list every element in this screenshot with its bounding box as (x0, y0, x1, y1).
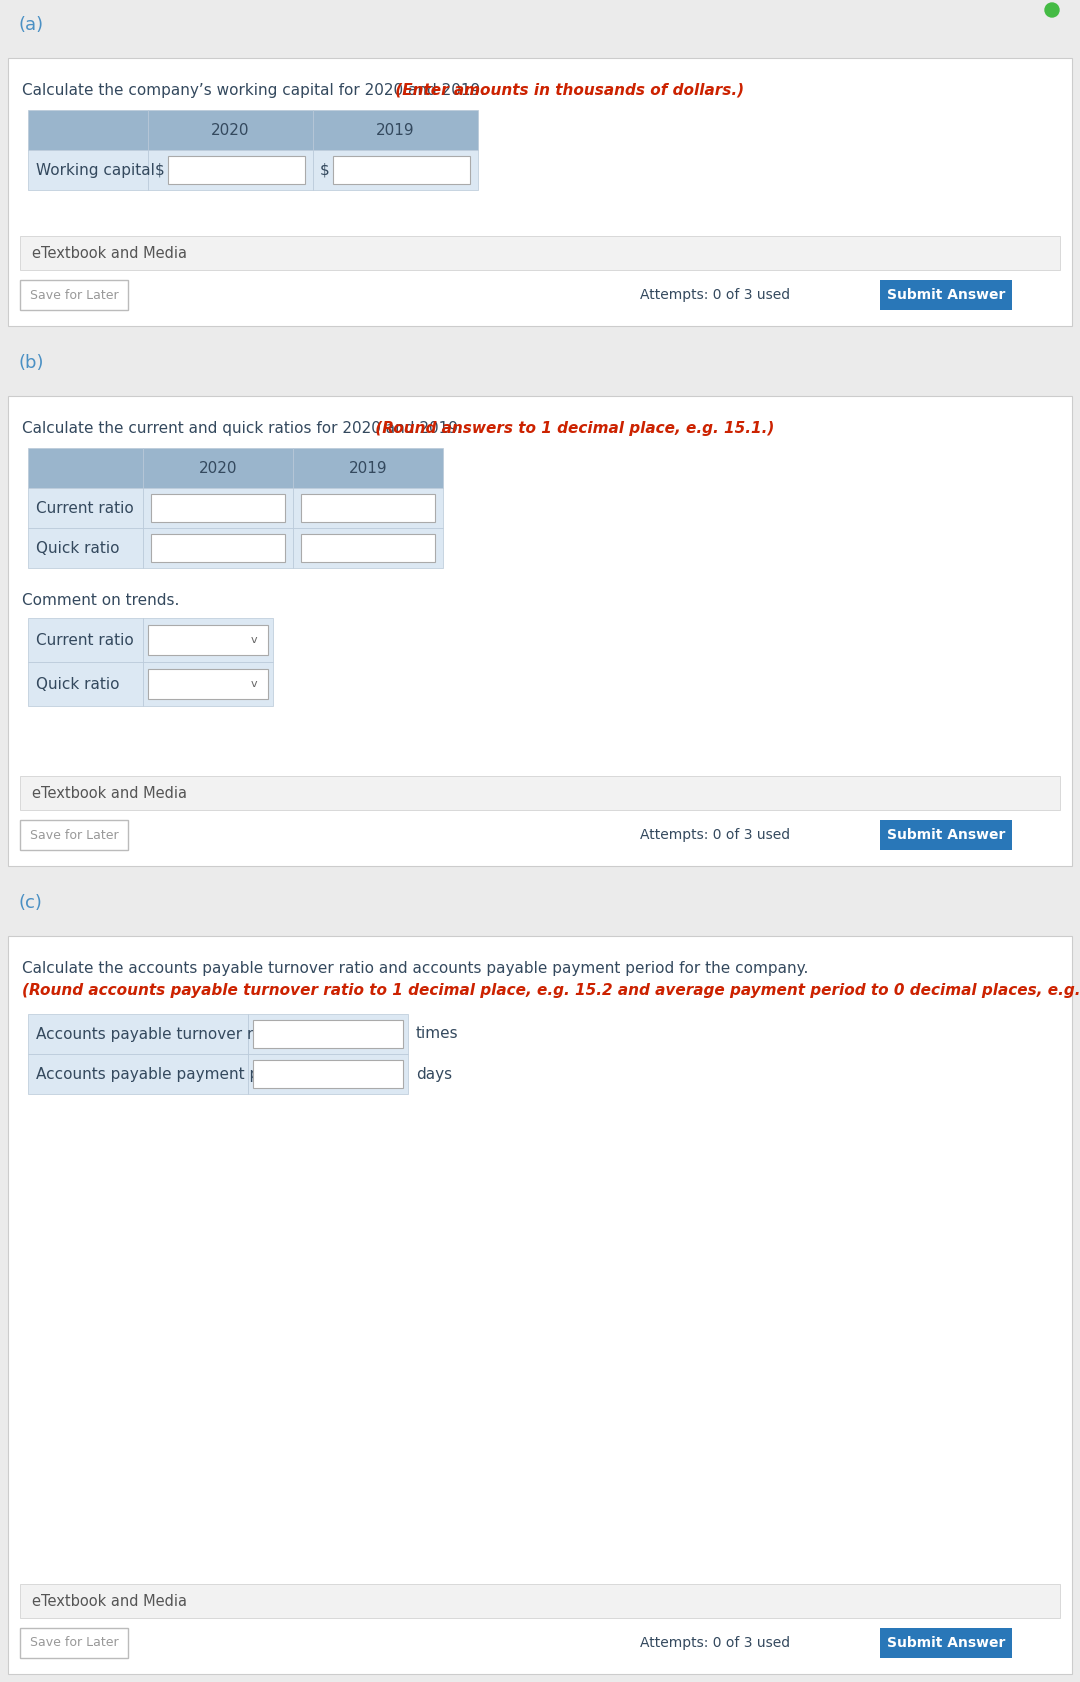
Bar (313, 109, 478, 150)
Text: Accounts payable turnover ratio: Accounts payable turnover ratio (36, 1026, 282, 1041)
Bar (143, 447, 293, 488)
Text: Attempts: 0 of 3 used: Attempts: 0 of 3 used (640, 828, 791, 843)
Text: (Enter amounts in thousands of dollars.): (Enter amounts in thousands of dollars.) (390, 82, 744, 98)
Bar (8, 935, 1072, 1674)
Bar (28, 447, 143, 488)
Bar (28, 109, 148, 150)
Text: (c): (c) (18, 895, 42, 912)
Bar (8, 57, 1072, 326)
Circle shape (1045, 3, 1059, 17)
Text: (Round accounts payable turnover ratio to 1 decimal place, e.g. 15.2 and average: (Round accounts payable turnover ratio t… (22, 982, 1080, 997)
Bar (293, 447, 443, 488)
Bar (333, 156, 470, 183)
Text: Quick ratio: Quick ratio (36, 540, 120, 555)
Bar (28, 150, 148, 190)
Bar (21, 775, 1059, 811)
Bar (143, 663, 273, 706)
Bar (21, 1628, 129, 1658)
Text: Comment on trends.: Comment on trends. (22, 592, 179, 607)
Bar (253, 1019, 403, 1048)
Text: (b): (b) (18, 353, 43, 372)
Bar (301, 533, 435, 562)
Text: Save for Later: Save for Later (29, 289, 119, 301)
Bar (148, 150, 313, 190)
Text: Working capital: Working capital (36, 163, 154, 178)
Bar (28, 1055, 248, 1093)
Bar (21, 279, 129, 309)
Bar (28, 488, 143, 528)
Bar (143, 488, 293, 528)
Bar (143, 617, 273, 663)
Bar (151, 495, 285, 521)
Bar (21, 821, 129, 849)
Text: 2020: 2020 (199, 461, 238, 476)
Text: (a): (a) (18, 17, 43, 34)
Text: (Round answers to 1 decimal place, e.g. 15.1.): (Round answers to 1 decimal place, e.g. … (370, 420, 774, 436)
Text: Quick ratio: Quick ratio (36, 676, 120, 691)
Bar (293, 528, 443, 569)
Text: v: v (251, 680, 257, 690)
Text: Save for Later: Save for Later (29, 829, 119, 841)
Bar (148, 109, 313, 150)
Text: Submit Answer: Submit Answer (887, 1637, 1005, 1650)
Bar (248, 1055, 408, 1093)
Bar (28, 663, 143, 706)
Text: 2019: 2019 (349, 461, 388, 476)
Text: eTextbook and Media: eTextbook and Media (32, 1593, 187, 1608)
Text: v: v (251, 636, 257, 644)
Bar (0, 878, 1080, 928)
Bar (253, 1060, 403, 1088)
Text: Attempts: 0 of 3 used: Attempts: 0 of 3 used (640, 1637, 791, 1650)
Bar (0, 338, 1080, 389)
Bar (28, 1014, 248, 1055)
Bar (28, 528, 143, 569)
Bar (248, 1014, 408, 1055)
Text: Save for Later: Save for Later (29, 1637, 119, 1650)
Bar (293, 488, 443, 528)
Bar (168, 156, 305, 183)
Text: $: $ (156, 163, 165, 178)
Text: Accounts payable payment period: Accounts payable payment period (36, 1066, 298, 1082)
Bar (143, 528, 293, 569)
Text: $: $ (320, 163, 329, 178)
Bar (151, 533, 285, 562)
Bar (0, 0, 1080, 50)
Bar (8, 395, 1072, 866)
Text: Calculate the company’s working capital for 2020 and 2019.: Calculate the company’s working capital … (22, 82, 485, 98)
Bar (880, 1628, 1012, 1658)
Text: Calculate the accounts payable turnover ratio and accounts payable payment perio: Calculate the accounts payable turnover … (22, 960, 808, 976)
Text: 2019: 2019 (376, 123, 415, 138)
Bar (21, 235, 1059, 271)
Text: Attempts: 0 of 3 used: Attempts: 0 of 3 used (640, 288, 791, 303)
Text: Current ratio: Current ratio (36, 501, 134, 515)
Text: Submit Answer: Submit Answer (887, 828, 1005, 843)
Bar (313, 150, 478, 190)
Text: eTextbook and Media: eTextbook and Media (32, 246, 187, 261)
Text: Current ratio: Current ratio (36, 632, 134, 648)
Bar (21, 1584, 1059, 1618)
Bar (148, 626, 268, 654)
Text: 2020: 2020 (212, 123, 249, 138)
Text: eTextbook and Media: eTextbook and Media (32, 785, 187, 801)
Text: days: days (416, 1066, 453, 1082)
Text: Calculate the current and quick ratios for 2020 and 2019.: Calculate the current and quick ratios f… (22, 420, 463, 436)
Text: Submit Answer: Submit Answer (887, 288, 1005, 303)
Bar (28, 617, 143, 663)
Bar (301, 495, 435, 521)
Bar (880, 279, 1012, 309)
Bar (148, 669, 268, 700)
Bar (880, 821, 1012, 849)
Text: times: times (416, 1026, 459, 1041)
